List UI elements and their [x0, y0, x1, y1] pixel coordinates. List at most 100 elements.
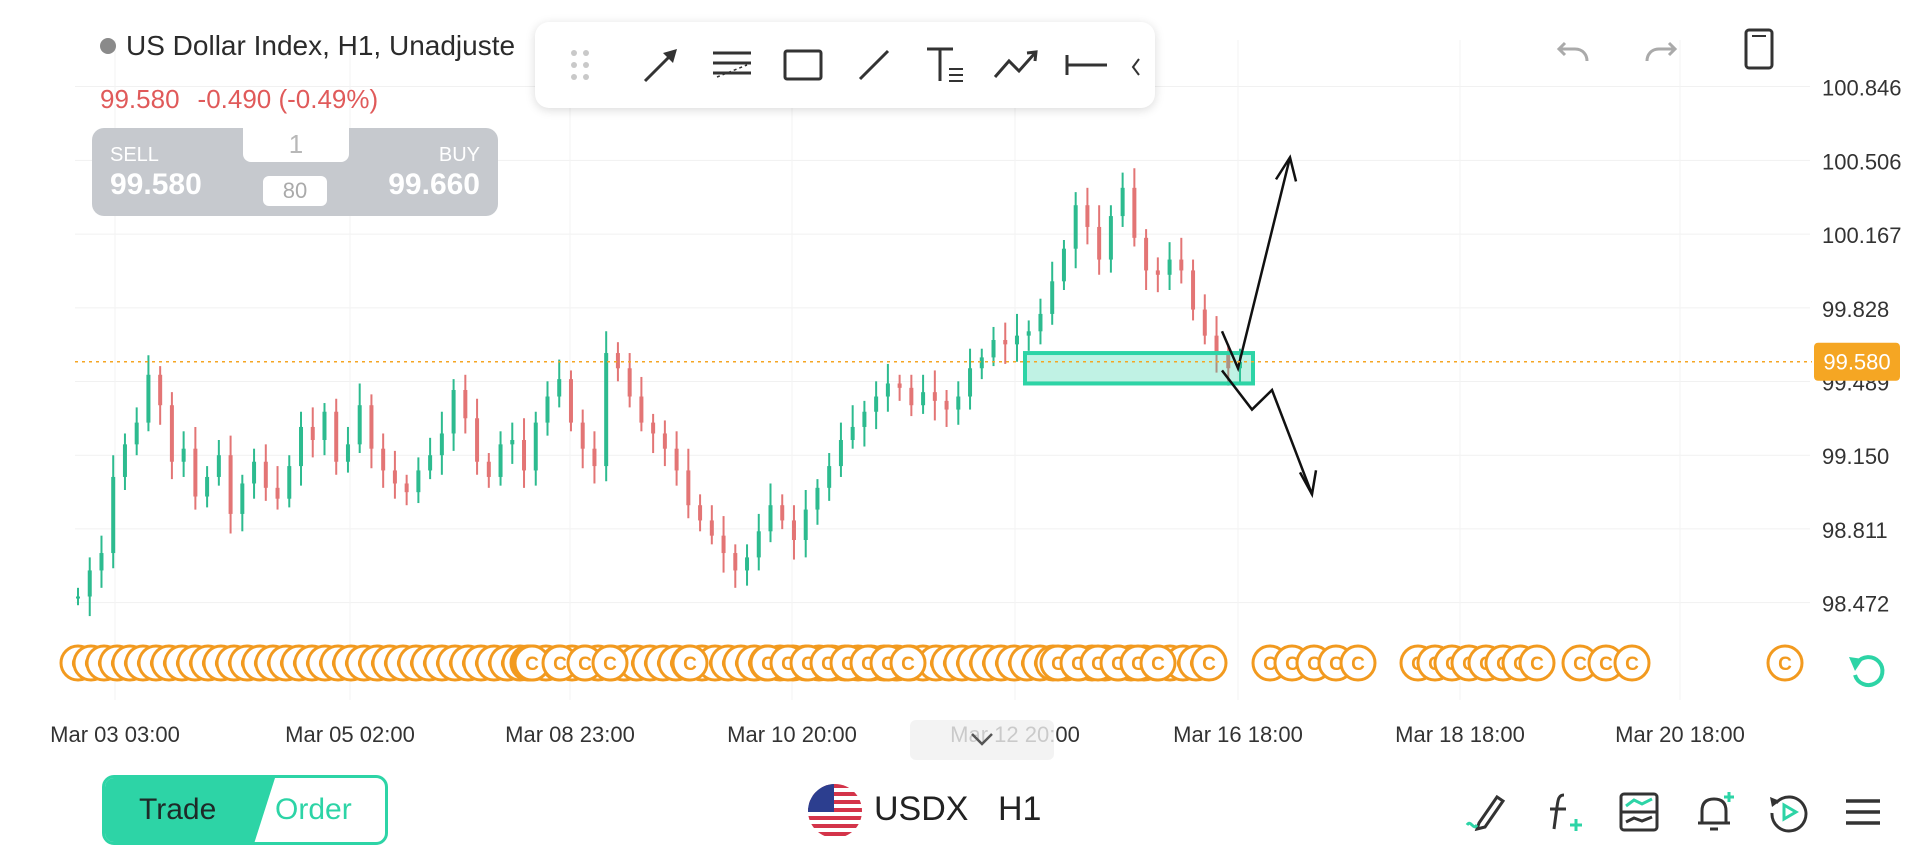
indicator-icon[interactable]: [1540, 787, 1590, 837]
zone-rectangle[interactable]: [1023, 351, 1255, 386]
event-marker-icon[interactable]: [671, 644, 709, 682]
candle-body: [345, 444, 350, 462]
fib-tool-icon[interactable]: [707, 40, 757, 90]
phone-layout-icon[interactable]: [1733, 24, 1783, 74]
time-tick-label: Mar 18 18:00: [1395, 722, 1525, 747]
candle-body: [228, 455, 233, 514]
candle-body: [627, 368, 632, 397]
candle-body: [310, 426, 315, 440]
event-marker-glyph: C: [1202, 654, 1216, 675]
arrow-tool-icon[interactable]: [636, 40, 686, 90]
replay-icon[interactable]: [1764, 787, 1814, 837]
candle-body: [428, 455, 433, 471]
time-axis: Mar 03 03:00 Mar 05 02:00 Mar 08 23:00 Mar …: [50, 722, 1745, 747]
candle-body: [745, 557, 750, 571]
candle-body: [721, 535, 726, 554]
order-tab[interactable]: Order: [275, 793, 352, 826]
bullish-forecast-arrow[interactable]: [1220, 157, 1292, 373]
timeframe-selector[interactable]: H1: [998, 790, 1042, 828]
event-marker-glyph: C: [1151, 654, 1165, 675]
alert-add-icon[interactable]: [1690, 787, 1740, 837]
status-dot: [100, 37, 116, 54]
candle-body: [122, 444, 127, 477]
candle-body: [838, 440, 843, 467]
event-marker-icon[interactable]: [1139, 644, 1177, 682]
candle-body: [615, 353, 620, 369]
quantity-input[interactable]: 1: [243, 128, 349, 162]
candle-body: [991, 340, 996, 358]
symbol-name[interactable]: USDX: [874, 790, 969, 828]
buy-price[interactable]: 99.660: [388, 168, 480, 201]
menu-icon[interactable]: [1838, 787, 1888, 837]
candle-body: [193, 448, 198, 497]
redo-icon[interactable]: [1636, 24, 1686, 74]
event-marker-icon[interactable]: [1766, 644, 1804, 682]
candle-body: [146, 374, 151, 423]
one-click-trade-panel: SELL 99.580 BUY 99.660 1 80: [92, 128, 498, 216]
candles: [76, 168, 1242, 617]
more-tools-icon[interactable]: [1125, 40, 1151, 90]
event-marker-icon[interactable]: [889, 644, 927, 682]
chevron-down-icon[interactable]: [910, 720, 1054, 760]
candle-body: [709, 520, 714, 536]
event-marker-icon[interactable]: [1339, 644, 1377, 682]
event-marker-icon[interactable]: [1613, 644, 1651, 682]
candle-body: [921, 392, 926, 406]
event-marker-icon[interactable]: [1190, 644, 1228, 682]
horizontal-line-tool-icon[interactable]: [1062, 40, 1112, 90]
candle-body: [1191, 270, 1196, 310]
candle-body: [451, 390, 456, 434]
bearish-forecast-arrow[interactable]: [1221, 369, 1314, 495]
chart-area[interactable]: CCCCCCCCCCCCCCCCCCCCCCCCCCCCCCCCCCCCCCCC…: [0, 0, 1920, 760]
candle-body: [1003, 340, 1008, 345]
sell-price[interactable]: 99.580: [110, 168, 202, 201]
candle-body: [1202, 309, 1207, 336]
price-change: -0.490 (-0.49%): [197, 84, 379, 114]
time-tick-label: Mar 10 20:00: [727, 722, 857, 747]
candle-body: [1120, 187, 1125, 217]
candle-body: [639, 396, 644, 423]
price-chart[interactable]: CCCCCCCCCCCCCCCCCCCCCCCCCCCCCCCCCCCCCCCC…: [0, 0, 1920, 760]
chart-header: US Dollar Index, H1, Unadjuste: [100, 30, 515, 62]
event-marker-icon[interactable]: [591, 644, 629, 682]
candle-body: [287, 466, 292, 499]
candle-body: [733, 553, 738, 571]
candle-body: [392, 470, 397, 484]
line-tool-icon[interactable]: [849, 40, 899, 90]
quote-line: 99.580 -0.490 (-0.49%): [100, 84, 378, 115]
price-tick-label: 98.472: [1822, 592, 1889, 617]
trade-tab[interactable]: Trade: [105, 778, 275, 842]
rectangle-tool-icon[interactable]: [778, 40, 828, 90]
undo-icon[interactable]: [1548, 24, 1598, 74]
polyline-tool-icon[interactable]: [991, 40, 1041, 90]
draw-icon[interactable]: [1463, 787, 1513, 837]
event-marker-glyph: C: [1307, 654, 1321, 675]
trade-order-toggle[interactable]: Trade Order: [102, 775, 388, 845]
candle-body: [369, 405, 374, 449]
candle-body: [862, 411, 867, 427]
sell-label[interactable]: SELL: [110, 144, 159, 166]
buy-label[interactable]: BUY: [438, 144, 480, 166]
chart-settings-icon[interactable]: [1614, 787, 1664, 837]
candle-body: [134, 422, 139, 445]
candle-body: [463, 390, 468, 419]
candle-body: [827, 466, 832, 488]
candle-body: [874, 396, 879, 412]
drag-handle-icon[interactable]: [555, 40, 605, 90]
us-flag-icon[interactable]: [808, 784, 862, 838]
candle-body: [158, 374, 163, 406]
event-marker-glyph: C: [553, 654, 567, 675]
candle-body: [932, 392, 937, 401]
event-marker-glyph: C: [683, 654, 697, 675]
event-marker-glyph: C: [1599, 654, 1613, 675]
event-marker-icon[interactable]: [1518, 644, 1556, 682]
bearish-arrow-head: [1298, 470, 1318, 499]
support-zone: [1023, 351, 1255, 386]
event-marker-glyph: C: [1329, 654, 1343, 675]
text-tool-icon[interactable]: [920, 40, 970, 90]
event-marker-glyph: C: [525, 654, 539, 675]
reset-view-icon[interactable]: [1843, 645, 1893, 695]
price-tick-label: 100.506: [1822, 149, 1902, 174]
candle-body: [791, 520, 796, 540]
symbol-title: US Dollar Index, H1, Unadjuste: [126, 30, 516, 61]
